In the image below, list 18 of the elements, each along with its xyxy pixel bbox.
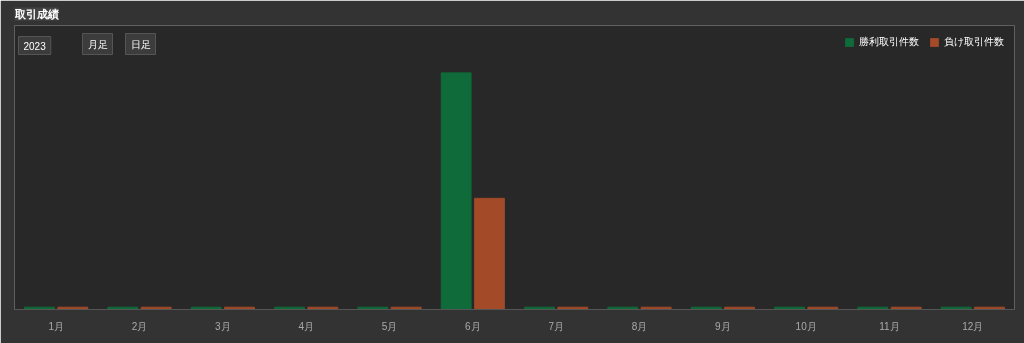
- x-tick-label: 3月: [215, 320, 231, 332]
- legend-label: 勝利取引件数: [859, 35, 919, 49]
- chart-title: 取引成績: [13, 7, 59, 21]
- x-tick-label: 4月: [298, 320, 314, 332]
- x-tick-label: 6月: [465, 320, 481, 332]
- x-tick-label: 9月: [715, 320, 731, 332]
- x-tick-label: 10月: [795, 320, 817, 332]
- legend-label: 負け取引件数: [944, 35, 1004, 49]
- x-tick-label: 8月: [631, 320, 648, 332]
- x-tick-label: 5月: [381, 320, 398, 332]
- text: 2023: [23, 40, 47, 52]
- x-tick-label: 11月: [879, 320, 900, 332]
- text: 月足: [87, 38, 108, 50]
- x-tick-label: 12月: [962, 320, 984, 332]
- x-tick-label: 2月: [131, 320, 148, 332]
- text: 日足: [130, 38, 151, 50]
- x-tick-label: 1月: [48, 320, 64, 332]
- x-tick-label: 7月: [548, 320, 564, 332]
